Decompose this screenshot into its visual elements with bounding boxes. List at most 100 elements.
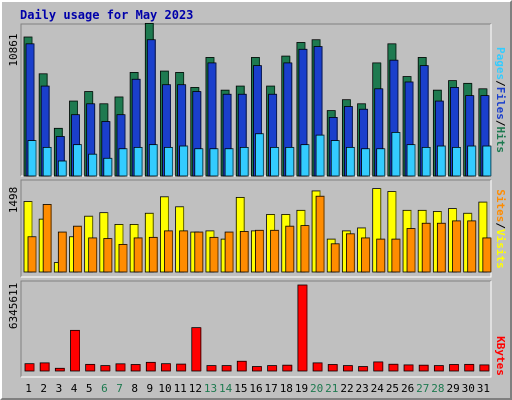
day-label-17: 17	[265, 382, 278, 395]
bar-sites-day-17	[270, 229, 279, 273]
middle-panel-frame-shadow	[20, 179, 491, 277]
bar-sites-day-4	[73, 225, 82, 273]
day-label-26: 26	[401, 382, 414, 395]
bar-kbytes-day-10	[161, 363, 171, 372]
bar-sites-day-6	[103, 238, 113, 273]
bottom-panel-frame-highlight	[21, 281, 492, 378]
day-label-3: 3	[56, 382, 63, 395]
bar-kbytes-day-19	[297, 284, 308, 372]
day-label-9: 9	[147, 382, 154, 395]
day-label-10: 10	[158, 382, 171, 395]
day-label-16: 16	[249, 382, 262, 395]
bar-sites-day-23	[361, 237, 370, 273]
bar-pages-day-25	[391, 131, 401, 177]
bar-sites-day-13	[209, 236, 219, 273]
bar-kbytes-day-11	[176, 363, 187, 372]
day-label-30: 30	[462, 382, 475, 395]
bar-pages-day-2	[42, 146, 52, 177]
bar-kbytes-day-27	[418, 364, 429, 372]
bar-kbytes-day-26	[403, 364, 414, 372]
bar-kbytes-day-31	[479, 364, 490, 372]
legend-top-part-0: Pages	[494, 47, 507, 80]
bar-sites-day-27	[421, 222, 431, 273]
bar-pages-day-1	[27, 140, 37, 177]
day-label-4: 4	[71, 382, 78, 395]
day-label-31: 31	[477, 382, 490, 395]
day-label-28: 28	[431, 382, 444, 395]
bar-pages-day-23	[361, 148, 370, 177]
day-label-24: 24	[371, 382, 385, 395]
bar-pages-day-30	[467, 145, 477, 177]
day-label-11: 11	[174, 382, 187, 395]
bar-kbytes-day-9	[145, 361, 156, 372]
day-label-21: 21	[325, 382, 338, 395]
legend-top-part-1: /	[494, 80, 507, 87]
day-label-14: 14	[219, 382, 233, 395]
bar-kbytes-day-30	[464, 363, 475, 372]
day-label-19: 19	[295, 382, 308, 395]
bar-sites-day-25	[391, 238, 401, 273]
bar-pages-day-28	[436, 145, 446, 177]
bar-pages-day-19	[300, 144, 310, 177]
bar-sites-day-8	[133, 237, 143, 273]
bar-kbytes-day-12	[191, 327, 202, 372]
bar-pages-day-26	[406, 144, 416, 177]
bar-kbytes-day-4	[70, 329, 80, 372]
legend-middle-part-2: Visits	[494, 229, 507, 269]
bar-kbytes-day-29	[449, 364, 459, 372]
bar-sites-day-12	[194, 231, 204, 273]
bar-pages-day-18	[285, 146, 295, 177]
bar-kbytes-day-2	[39, 362, 50, 372]
bar-kbytes-day-22	[342, 365, 353, 372]
bar-kbytes-day-7	[115, 363, 126, 372]
bar-kbytes-day-28	[433, 365, 444, 372]
bar-kbytes-day-3	[54, 367, 65, 372]
bar-sites-day-26	[406, 228, 416, 273]
bar-sites-day-22	[345, 233, 355, 273]
middle-panel-frame-highlight	[21, 180, 492, 278]
legend-middle-part-1: /	[494, 222, 507, 229]
ymax-label-middle: 1498	[7, 187, 20, 214]
day-label-1: 1	[25, 382, 32, 395]
bar-pages-day-14	[224, 148, 234, 177]
bar-kbytes-day-17	[267, 365, 277, 372]
bottom-panel-frame	[21, 281, 491, 377]
legend-middle: Sites/Visits	[494, 189, 507, 269]
bar-pages-day-8	[133, 146, 143, 177]
bottom-panel-frame-shadow	[20, 280, 491, 377]
bar-sites-day-3	[57, 231, 67, 273]
ymax-label-bottom: 6345611	[7, 283, 20, 329]
bar-kbytes-day-24	[373, 361, 384, 372]
day-label-6: 6	[101, 382, 108, 395]
bar-sites-day-7	[118, 243, 128, 273]
bar-kbytes-day-16	[252, 366, 262, 372]
bar-sites-day-28	[436, 222, 446, 273]
bar-kbytes-day-8	[130, 364, 141, 372]
bar-sites-day-24	[376, 238, 386, 273]
bar-sites-day-9	[148, 236, 158, 273]
bar-pages-day-5	[88, 153, 98, 177]
bar-sites-day-21	[330, 243, 340, 273]
day-label-23: 23	[356, 382, 369, 395]
bar-pages-day-4	[73, 144, 82, 177]
bar-kbytes-day-13	[206, 365, 217, 372]
top-panel-frame-shadow	[20, 23, 491, 176]
bar-sites-day-10	[164, 230, 173, 273]
legend-top-part-2: Files	[494, 87, 507, 120]
day-label-13: 13	[204, 382, 217, 395]
bar-kbytes-day-21	[327, 364, 338, 372]
bar-sites-day-19	[300, 225, 310, 273]
chart-title: Daily usage for May 2023	[20, 8, 194, 22]
legend-bottom-part-0: KBytes	[494, 336, 507, 376]
bar-pages-day-16	[255, 133, 264, 177]
bar-pages-day-6	[103, 157, 113, 177]
day-label-8: 8	[131, 382, 138, 395]
day-label-29: 29	[446, 382, 459, 395]
bar-sites-day-14	[224, 231, 234, 273]
bar-sites-day-18	[285, 225, 295, 273]
legend-top-part-4: Hits	[494, 127, 507, 154]
bar-pages-day-13	[209, 148, 219, 177]
bar-pages-day-29	[452, 146, 461, 177]
bar-pages-day-11	[179, 145, 189, 177]
bar-pages-day-9	[148, 144, 158, 177]
